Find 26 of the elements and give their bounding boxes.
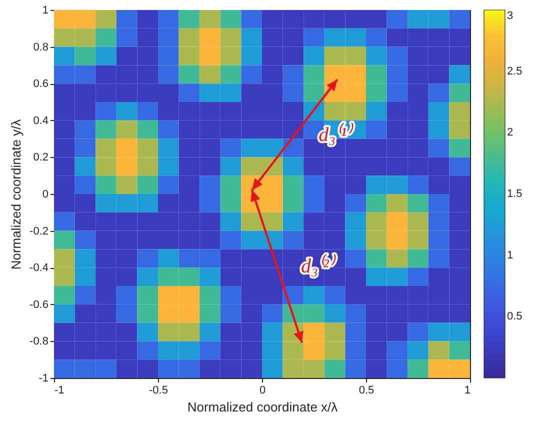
x-axis-title: Normalized coordinate x/λ — [187, 400, 338, 414]
y-tick-label: -0.2 — [30, 225, 48, 238]
y-tick-label: 0 — [42, 188, 48, 200]
y-tick-label: -1 — [38, 372, 48, 384]
y-tick-label: 0.4 — [33, 114, 48, 127]
x-tick-label: -1 — [54, 384, 64, 396]
annotation: d₃⁽¹⁾ — [318, 122, 354, 146]
color-bar-label: 2 — [507, 126, 514, 139]
y-tick-label: -0.8 — [30, 336, 48, 348]
y-tick-label: 0.6 — [33, 78, 48, 90]
color-bar-label: 0.5 — [507, 310, 522, 323]
x-tick-label: 0 — [259, 384, 266, 396]
color-bar-label: 3 — [507, 10, 514, 22]
x-tick-label: 1 — [464, 384, 470, 396]
x-tick-label: 0.5 — [358, 384, 374, 396]
y-tick-label: 0.8 — [33, 41, 48, 54]
color-bar-label: 1 — [507, 249, 514, 262]
y-tick-label: 0.2 — [33, 152, 48, 164]
color-bar-label: 1.5 — [507, 188, 522, 200]
y-tick-label: -0.6 — [30, 298, 48, 311]
y-tick-label: 1 — [42, 4, 48, 16]
color-bar-label: 2.5 — [507, 65, 522, 78]
annotation: d₃⁽²⁾ — [300, 253, 336, 278]
y-axis-title: Normalized coordinate y/λ — [8, 118, 24, 270]
y-tick-label: -0.4 — [30, 262, 48, 274]
x-tick-label: -0.5 — [149, 384, 168, 396]
